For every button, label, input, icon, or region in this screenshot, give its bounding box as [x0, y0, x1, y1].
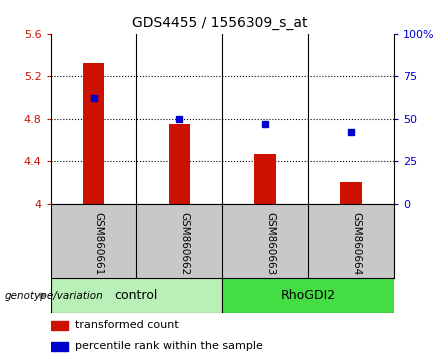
Bar — [51, 278, 222, 313]
Bar — [169, 124, 190, 204]
Text: RhoGDI2: RhoGDI2 — [280, 289, 336, 302]
Bar — [51, 342, 68, 351]
Text: transformed count: transformed count — [75, 320, 178, 330]
Bar — [340, 182, 362, 204]
Text: control: control — [115, 289, 158, 302]
Text: GDS4455 / 1556309_s_at: GDS4455 / 1556309_s_at — [132, 16, 308, 30]
Text: genotype/variation: genotype/variation — [4, 291, 103, 301]
Text: percentile rank within the sample: percentile rank within the sample — [75, 341, 263, 351]
Bar — [83, 63, 104, 204]
Text: GSM860664: GSM860664 — [351, 212, 361, 276]
Text: GSM860661: GSM860661 — [94, 212, 103, 276]
Bar — [222, 278, 394, 313]
Bar — [254, 154, 276, 204]
Text: GSM860662: GSM860662 — [180, 212, 189, 276]
Text: GSM860663: GSM860663 — [265, 212, 275, 276]
Bar — [51, 321, 68, 330]
